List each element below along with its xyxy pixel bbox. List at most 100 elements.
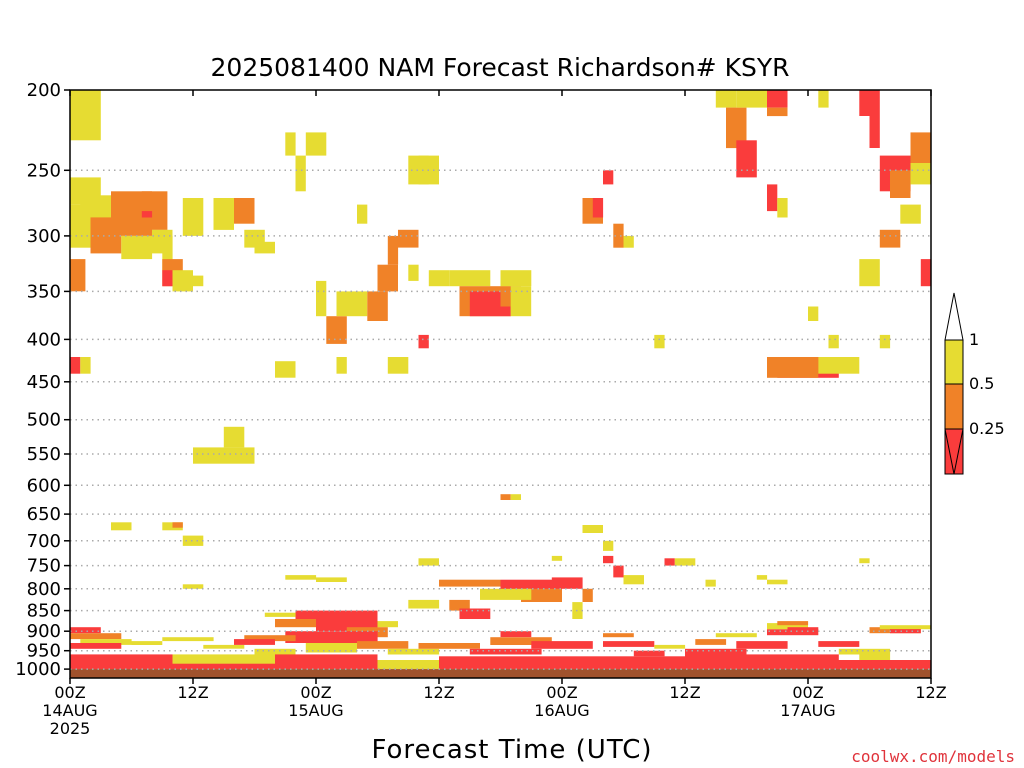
data-cell	[500, 494, 511, 500]
data-cell	[172, 522, 183, 528]
data-cell	[295, 610, 378, 619]
data-cell	[603, 170, 614, 185]
data-cell	[736, 641, 788, 649]
x-tick-label: 12Z	[669, 683, 700, 702]
data-cell	[398, 229, 419, 248]
data-cell	[316, 280, 327, 317]
data-cell	[336, 291, 368, 317]
data-cell	[900, 204, 921, 224]
data-cell	[654, 334, 665, 349]
data-cell	[838, 648, 891, 655]
data-cell	[828, 334, 839, 349]
data-cell	[736, 90, 768, 108]
colorbar-over-arrow	[944, 292, 964, 341]
colorbar-label: 0.5	[969, 374, 994, 393]
data-cell	[336, 357, 347, 374]
data-cell	[592, 198, 604, 218]
data-cell	[910, 163, 931, 185]
data-cell	[439, 656, 685, 670]
data-cell	[377, 264, 398, 292]
data-cell	[859, 654, 891, 660]
data-cell	[285, 631, 378, 643]
data-cell	[726, 107, 747, 149]
x-tick-label: 00Z	[54, 683, 85, 702]
data-cell	[223, 426, 245, 448]
data-cell	[859, 259, 880, 287]
y-tick-label: 650	[27, 504, 61, 525]
data-cell	[305, 643, 358, 653]
data-cell	[275, 654, 378, 664]
data-cell	[531, 641, 593, 649]
data-cell	[603, 555, 614, 564]
data-cell	[459, 608, 491, 619]
data-cell	[500, 631, 532, 638]
data-cell	[459, 270, 491, 287]
data-cell	[377, 660, 439, 670]
x-tick-label: 00Z	[300, 683, 331, 702]
data-cell	[890, 629, 921, 634]
data-cell	[715, 90, 737, 108]
y-tick-label: 300	[27, 226, 61, 247]
x-tick-label: 12Z	[915, 683, 946, 702]
data-cell	[603, 540, 614, 551]
data-cell	[818, 357, 860, 374]
data-cell	[449, 270, 460, 287]
data-cell	[80, 195, 112, 222]
data-cell	[264, 612, 296, 617]
data-cell	[408, 264, 419, 281]
data-cell	[500, 270, 532, 287]
data-cell	[869, 116, 880, 148]
y-tick-label: 850	[27, 601, 61, 622]
data-cell	[767, 184, 778, 212]
y-tick-label: 600	[27, 475, 61, 496]
data-cell	[439, 579, 501, 587]
gridlines	[70, 169, 931, 670]
data-cell	[275, 619, 316, 628]
y-tick-label: 950	[27, 641, 61, 662]
data-cell	[285, 132, 296, 156]
y-tick-label: 800	[27, 579, 61, 600]
data-cell	[357, 641, 409, 649]
colorbar-label: 1	[969, 330, 979, 349]
data-cell	[182, 198, 204, 236]
data-cell	[254, 648, 296, 655]
data-cell	[182, 584, 204, 589]
data-cell	[705, 579, 716, 587]
x-tick-label: 17AUG	[780, 701, 835, 720]
y-tick-label: 200	[27, 80, 61, 101]
data-cell	[295, 155, 306, 192]
data-cell	[418, 643, 480, 649]
y-tick-label: 400	[27, 329, 61, 350]
data-cell	[172, 654, 275, 664]
data-cell	[80, 639, 132, 645]
data-cell	[890, 170, 911, 198]
chart-title: 2025081400 NAM Forecast Richardson# KSYR	[211, 53, 790, 82]
data-cell	[879, 229, 901, 248]
data-cell	[767, 107, 788, 117]
data-cell	[613, 223, 624, 248]
data-cell	[367, 291, 388, 321]
data-cell	[70, 654, 173, 670]
data-cell	[756, 575, 768, 580]
credit-text: coolwx.com/models	[851, 747, 1015, 766]
data-cell	[603, 641, 655, 647]
data-cell	[70, 627, 101, 634]
data-cell	[777, 198, 788, 218]
data-cell	[203, 644, 245, 649]
y-axis: 200 250 300 350 400 450 500 550 600 650 700 7508008…	[15, 80, 70, 680]
x-tick-label: 16AUG	[534, 701, 589, 720]
data-cell	[582, 588, 593, 602]
data-cell	[633, 650, 665, 657]
data-cell	[654, 644, 686, 649]
data-cell	[767, 623, 808, 630]
data-cell	[182, 535, 204, 546]
data-cell	[275, 361, 296, 378]
data-cell	[551, 555, 563, 561]
data-cell	[582, 525, 603, 533]
x-tick-label: 2025	[50, 719, 91, 738]
data-cell	[305, 132, 327, 156]
data-cell	[449, 599, 470, 611]
data-cell	[111, 522, 132, 531]
